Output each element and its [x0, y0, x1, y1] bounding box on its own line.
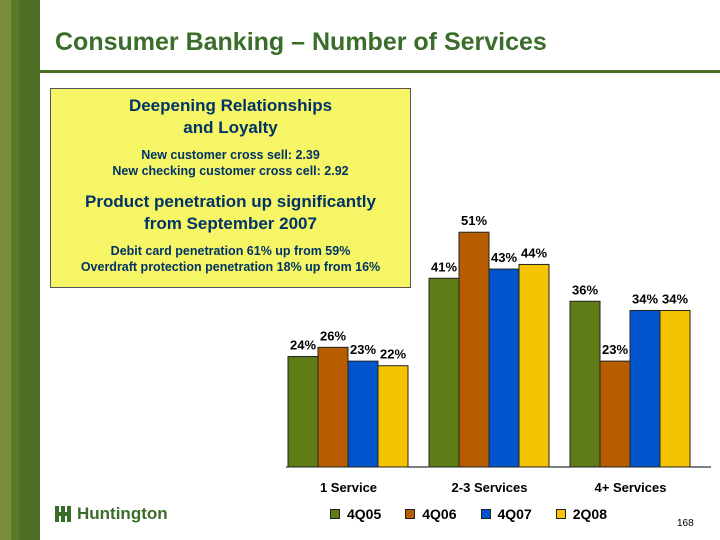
data-label-4Q07-2: 34%: [632, 291, 658, 306]
legend-label: 4Q05: [347, 506, 382, 522]
data-label-4Q05-1: 41%: [431, 259, 457, 274]
callout-heading-1: Deepening Relationships: [128, 96, 333, 115]
callout-box: Deepening Relationships and Loyalty New …: [50, 88, 411, 288]
callout-line-3: Debit card penetration 61% up from 59%: [110, 244, 351, 258]
legend-swatch: [405, 509, 416, 519]
data-label-4Q05-2: 36%: [572, 282, 598, 297]
category-label-0: 1 Service: [320, 480, 377, 495]
bar-2Q08-1: [518, 263, 550, 468]
data-label-4Q07-0: 23%: [350, 342, 376, 357]
data-label-2Q08-1: 44%: [521, 245, 547, 260]
bar-4Q06-1: [458, 231, 490, 468]
category-label-2: 4+ Services: [595, 480, 667, 495]
logo-text: Huntington: [77, 504, 168, 523]
callout-heading-3: Product penetration up significantly: [85, 192, 376, 211]
bar-4Q05-2: [569, 300, 601, 468]
callout-heading-2: and Loyalty: [183, 118, 278, 137]
legend-item-2Q08: 2Q08: [555, 506, 607, 522]
callout-line-1: New customer cross sell: 2.39: [141, 148, 320, 162]
legend-label: 2Q08: [572, 506, 607, 522]
title-divider: [40, 70, 720, 73]
data-label-2Q08-2: 34%: [662, 291, 688, 306]
huntington-logo-icon: [55, 506, 71, 522]
data-label-4Q06-1: 51%: [461, 213, 487, 228]
bar-2Q08-0: [377, 365, 409, 468]
data-label-4Q06-0: 26%: [320, 328, 346, 343]
left-decorative-bar: [0, 0, 40, 540]
legend-item-4Q07: 4Q07: [480, 506, 532, 522]
callout-line-4: Overdraft protection penetration 18% up …: [80, 260, 381, 274]
legend-swatch: [330, 509, 340, 519]
category-label-1: 2-3 Services: [452, 480, 528, 495]
bar-4Q05-0: [287, 356, 319, 468]
bar-4Q07-1: [488, 268, 520, 468]
legend-item-4Q05: 4Q05: [330, 506, 381, 522]
bar-4Q07-0: [347, 360, 379, 468]
chart-legend: 4Q05 4Q06 4Q07 2Q08: [330, 506, 607, 522]
legend-swatch: [480, 509, 491, 519]
data-label-4Q05-0: 24%: [290, 338, 316, 353]
page-title: Consumer Banking – Number of Services: [55, 28, 547, 56]
bar-4Q06-0: [317, 346, 349, 468]
legend-label: 4Q06: [422, 506, 457, 522]
page-number: 168: [677, 518, 694, 529]
data-label-4Q06-2: 23%: [602, 342, 628, 357]
bar-4Q06-2: [599, 360, 631, 468]
callout-line-2: New checking customer cross cell: 2.92: [112, 164, 349, 178]
bar-2Q08-2: [659, 309, 691, 468]
legend-label: 4Q07: [497, 506, 532, 522]
data-label-4Q07-1: 43%: [491, 250, 517, 265]
legend-item-4Q06: 4Q06: [405, 506, 457, 522]
legend-swatch: [555, 509, 566, 519]
huntington-logo: Huntington: [54, 504, 168, 524]
data-label-2Q08-0: 22%: [380, 347, 406, 362]
bar-4Q05-1: [428, 277, 460, 468]
bar-4Q07-2: [629, 309, 661, 468]
callout-heading-4: from September 2007: [144, 214, 317, 233]
